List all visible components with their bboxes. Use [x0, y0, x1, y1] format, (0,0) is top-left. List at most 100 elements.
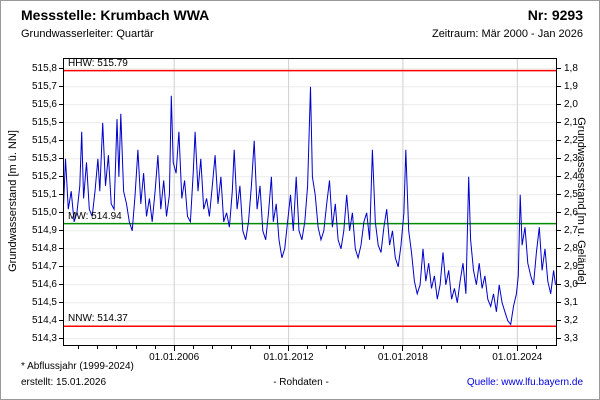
aquifer-label: Grundwasserleiter: Quartär	[21, 28, 154, 40]
x-axis-minor-tick	[268, 346, 270, 349]
y-axis-left-tick-label: 514,7	[31, 260, 57, 272]
y-axis-right-tick	[557, 176, 561, 178]
y-axis-right-tick-label: 1,8	[564, 62, 578, 74]
x-axis-minor-tick	[249, 346, 251, 349]
y-axis-left-tick	[59, 140, 63, 142]
y-axis-right-tick-label: 2,6	[564, 206, 578, 218]
x-axis-tick-label: 01.01.2018	[377, 352, 428, 363]
y-axis-left-tick-label: 515,8	[31, 62, 57, 74]
y-axis-left-tick	[59, 104, 63, 106]
y-axis-right-tick	[557, 158, 561, 160]
footnote: * Abflussjahr (1999-2024)	[21, 361, 134, 372]
created-date: erstellt: 15.01.2026	[21, 377, 107, 388]
y-axis-right-tick-label: 2,5	[564, 188, 578, 200]
x-axis-minor-tick	[364, 346, 366, 349]
x-axis-minor-tick	[497, 346, 499, 349]
y-axis-left-tick-label: 515,0	[31, 206, 57, 218]
y-axis-right-tick	[557, 86, 561, 88]
y-axis-right-tick	[557, 68, 561, 70]
x-axis-minor-tick	[421, 346, 423, 349]
x-axis-minor-tick	[135, 346, 137, 349]
plot-area	[63, 58, 557, 346]
raw-data-label: - Rohdaten -	[273, 377, 329, 388]
y-axis-left-tick-label: 515,3	[31, 152, 57, 164]
y-axis-right-tick	[557, 140, 561, 142]
x-axis-minor-tick	[230, 346, 232, 349]
y-axis-right-tick	[557, 248, 561, 250]
y-axis-left-tick	[59, 86, 63, 88]
groundwater-line-chart	[63, 58, 557, 346]
y-axis-left-tick	[59, 122, 63, 124]
y-axis-right-tick-label: 3,3	[564, 332, 578, 344]
y-axis-right-tick	[557, 230, 561, 232]
y-axis-left-tick	[59, 284, 63, 286]
y-axis-left-tick-label: 515,2	[31, 170, 57, 182]
y-axis-left-tick-label: 514,3	[31, 332, 57, 344]
y-axis-right-tick	[557, 122, 561, 124]
reference-line-label-hhw: HHW: 515.79	[68, 57, 128, 69]
y-axis-right-tick	[557, 320, 561, 322]
reference-line-label-nnw: NNW: 514.37	[68, 313, 128, 325]
x-axis-tick	[402, 346, 404, 351]
x-axis-tick	[288, 346, 290, 351]
y-axis-right-tick-label: 3,2	[564, 314, 578, 326]
y-axis-left-tick	[59, 194, 63, 196]
x-axis-minor-tick	[326, 346, 328, 349]
y-axis-right-tick-label: 2,7	[564, 224, 578, 236]
y-axis-right-tick-label: 1,9	[564, 80, 578, 92]
x-axis-minor-tick	[192, 346, 194, 349]
y-axis-right-tick-label: 2,3	[564, 152, 578, 164]
y-axis-left-tick-label: 515,4	[31, 134, 57, 146]
reference-line-label-mw: MW: 514.94	[68, 210, 122, 222]
y-axis-right-tick-label: 2,0	[564, 98, 578, 110]
source-link[interactable]: Quelle: www.lfu.bayern.de	[466, 377, 583, 388]
y-axis-left-tick	[59, 212, 63, 214]
y-axis-left-tick	[59, 158, 63, 160]
y-axis-right-tick-label: 3,1	[564, 296, 578, 308]
x-axis-minor-tick	[478, 346, 480, 349]
y-axis-right-tick	[557, 338, 561, 340]
x-axis-minor-tick	[535, 346, 537, 349]
x-axis-minor-tick	[78, 346, 80, 349]
y-axis-left-tick-label: 514,5	[31, 296, 57, 308]
y-axis-left-tick-label: 515,5	[31, 116, 57, 128]
y-axis-right-tick-label: 2,2	[564, 134, 578, 146]
y-axis-right-tick	[557, 284, 561, 286]
x-axis-tick-label: 01.01.2006	[149, 352, 200, 363]
y-axis-left-tick-label: 515,1	[31, 188, 57, 200]
y-axis-left-tick-label: 515,7	[31, 80, 57, 92]
y-axis-left-tick-label: 515,6	[31, 98, 57, 110]
x-axis-tick	[516, 346, 518, 351]
x-axis-minor-tick	[459, 346, 461, 349]
x-axis-minor-tick	[440, 346, 442, 349]
x-axis-minor-tick	[97, 346, 99, 349]
y-axis-right-tick	[557, 212, 561, 214]
y-axis-left-tick-label: 514,6	[31, 278, 57, 290]
x-axis-minor-tick	[154, 346, 156, 349]
y-axis-left-tick-label: 514,8	[31, 242, 57, 254]
x-axis-tick-label: 01.01.2024	[492, 352, 543, 363]
y-axis-right-tick	[557, 194, 561, 196]
y-axis-left-tick	[59, 302, 63, 304]
y-axis-right-tick-label: 3,0	[564, 278, 578, 290]
y-axis-left-tick	[59, 230, 63, 232]
x-axis-minor-tick	[211, 346, 213, 349]
x-axis-tick-label: 01.01.2012	[263, 352, 314, 363]
y-axis-left-tick	[59, 248, 63, 250]
x-axis-minor-tick	[116, 346, 118, 349]
y-axis-left-tick	[59, 338, 63, 340]
x-axis-minor-tick	[345, 346, 347, 349]
y-axis-left-tick	[59, 266, 63, 268]
y-axis-left-tick-label: 514,9	[31, 224, 57, 236]
y-axis-left-tick	[59, 68, 63, 70]
y-axis-right-tick-label: 2,1	[564, 116, 578, 128]
y-axis-right-tick-label: 2,9	[564, 260, 578, 272]
x-axis-tick	[173, 346, 175, 351]
x-axis-minor-tick	[307, 346, 309, 349]
y-axis-right-tick	[557, 302, 561, 304]
station-number: Nr: 9293	[527, 7, 583, 23]
y-axis-right-tick-label: 2,4	[564, 170, 578, 182]
y-axis-left-tick-label: 514,4	[31, 314, 57, 326]
y-axis-left-tick	[59, 320, 63, 322]
